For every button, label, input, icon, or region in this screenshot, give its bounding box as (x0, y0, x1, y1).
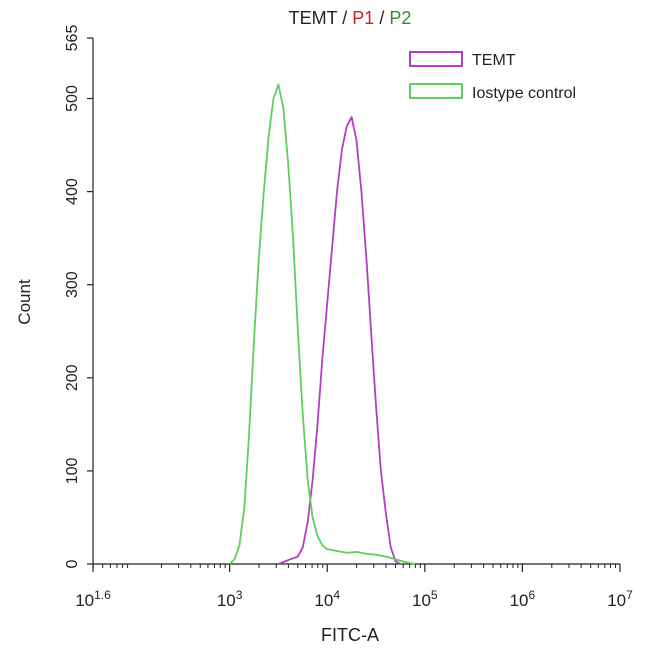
chart-title-part: / (374, 8, 389, 28)
y-tick-label: 400 (64, 178, 81, 205)
x-tick-label: 104 (314, 588, 340, 610)
y-tick-label: 300 (64, 271, 81, 298)
chart-title: TEMT / P1 / P2 (289, 8, 412, 28)
y-axis-label: Count (15, 279, 34, 325)
legend-label-isotype-control: Iostype control (472, 85, 576, 102)
y-tick-label: 100 (64, 457, 81, 484)
legend-swatch-isotype-control (409, 83, 463, 99)
x-tick-label: 101.6 (75, 588, 111, 610)
legend: TEMT Iostype control (409, 51, 576, 102)
plot-area: 0 100 200 300 400 500 565 101.6 103 104 105 106 107 (64, 25, 633, 610)
x-ticks: 101.6 103 104 105 106 107 (75, 564, 633, 610)
series-layer (228, 83, 416, 565)
chart-title-part: TEMT (289, 8, 338, 28)
y-tick-label: 565 (64, 25, 81, 52)
x-axis-label: FITC-A (321, 625, 379, 645)
y-tick-label: 0 (64, 559, 81, 568)
x-tick-label: 107 (607, 588, 633, 610)
x-tick-label: 106 (510, 588, 536, 610)
y-tick-label: 500 (64, 85, 81, 112)
chart-title-part: P1 (352, 8, 374, 28)
chart-title-part: / (337, 8, 352, 28)
series-line-isotype-control (228, 83, 416, 565)
x-tick-label: 105 (412, 588, 438, 610)
x-tick-label: 103 (217, 588, 243, 610)
y-ticks: 0 100 200 300 400 500 565 (64, 25, 93, 568)
legend-swatch-temt (409, 51, 463, 67)
y-tick-label: 200 (64, 364, 81, 391)
legend-label-temt: TEMT (472, 52, 516, 69)
series-line-temt (278, 116, 401, 565)
chart-title-part: P2 (389, 8, 411, 28)
